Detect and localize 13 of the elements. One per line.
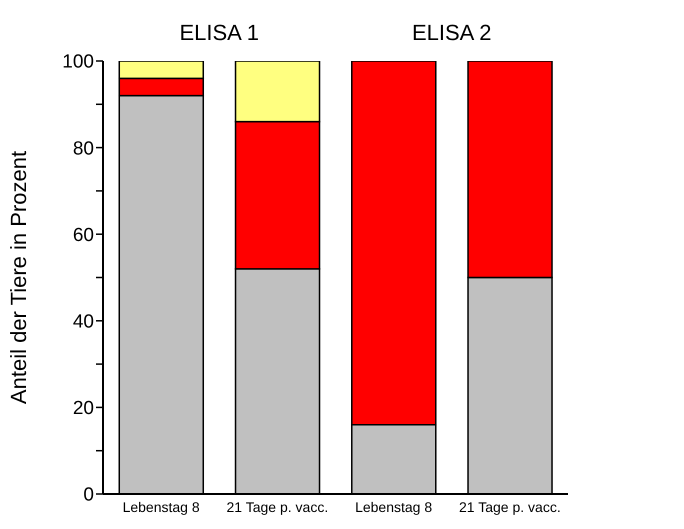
text: ELISA 1 xyxy=(178,20,260,46)
x-tick-label: Lebenstag 8 xyxy=(122,498,200,515)
y-axis-title: Anteil der Tiere in Prozent xyxy=(6,150,31,404)
y-tick-label: 20 xyxy=(72,398,94,420)
y-tick-label: 60 xyxy=(72,224,94,246)
x-tick-label: Lebenstag 8 xyxy=(355,498,432,515)
text: ELISA 2 xyxy=(410,20,492,46)
x-tick-label: 21 Tage p. vacc. xyxy=(459,498,561,515)
x-tick-label: 21 Tage p. vacc. xyxy=(226,498,328,515)
y-tick-label: 100 xyxy=(62,52,94,73)
y-tick-label: 40 xyxy=(72,312,94,333)
y-tick-label: 0 xyxy=(83,484,94,506)
y-tick-label: 80 xyxy=(72,138,94,160)
